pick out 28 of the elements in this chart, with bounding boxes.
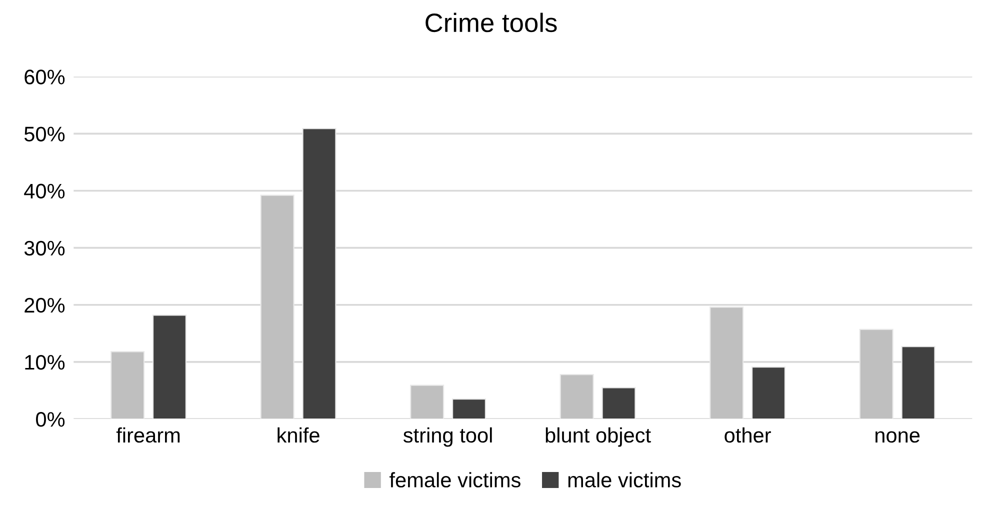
bar (901, 346, 936, 420)
bar (602, 387, 636, 420)
y-tick-label: 30% (24, 240, 65, 256)
chart-title: Crime tools (426, 12, 557, 32)
x-tick-label: knife (278, 427, 320, 443)
bar (751, 366, 786, 420)
y-tick-label: 0% (36, 412, 65, 427)
x-tick-label: firearm (116, 427, 180, 443)
bar (452, 398, 486, 420)
bar (410, 384, 444, 420)
legend-label: male victims (568, 472, 681, 488)
y-tick-label: 40% (24, 184, 65, 199)
y-tick-label: 60% (24, 70, 65, 84)
bar (560, 374, 594, 420)
bar (859, 328, 894, 420)
x-tick-label: other (724, 427, 771, 443)
legend-label: female victims (390, 472, 520, 488)
bar (152, 314, 187, 420)
bar (110, 351, 145, 420)
y-tick-label: 10% (25, 354, 65, 370)
bar (302, 128, 336, 420)
x-tick-label: string tool (403, 427, 492, 447)
x-tick-label: blunt object (546, 427, 651, 447)
bar (710, 306, 744, 420)
y-tick-label: 20% (24, 298, 65, 313)
x-tick-label: none (876, 431, 920, 443)
bar (260, 194, 294, 420)
y-tick-label: 50% (24, 126, 65, 142)
